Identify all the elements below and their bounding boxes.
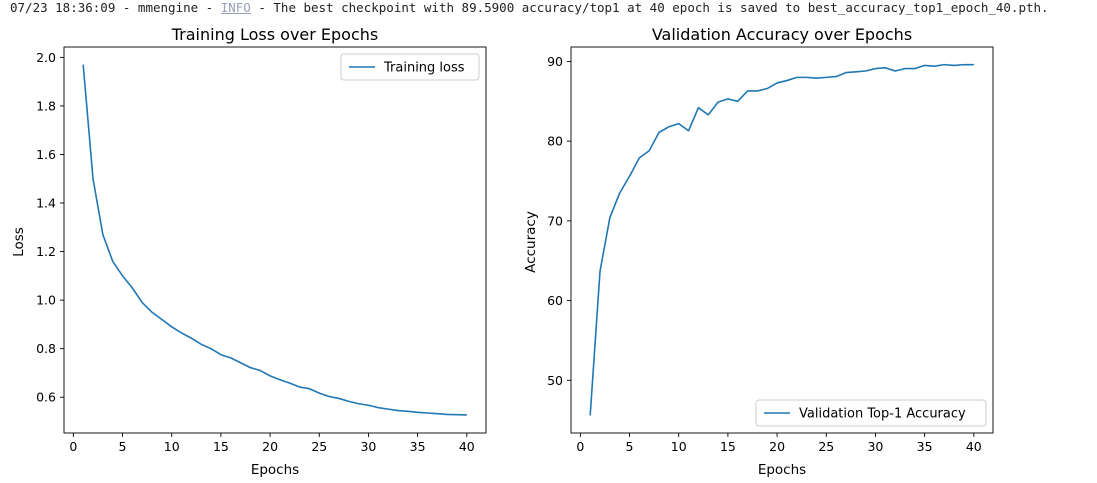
y-tick-label: 1.8 <box>36 98 56 113</box>
figure: Training Loss over Epochs Epochs Loss 0 5… <box>11 25 994 478</box>
y-tick-label: 80 <box>547 134 563 149</box>
x-tick-label: 5 <box>626 439 634 454</box>
legend-box <box>340 53 480 81</box>
x-tick-label: 10 <box>671 439 687 454</box>
x-tick-label: 0 <box>69 439 77 454</box>
x-tick-label: 30 <box>867 439 883 454</box>
x-tick-label: 0 <box>576 439 584 454</box>
y-tick-label: 70 <box>547 213 563 228</box>
log-text: - The best checkpoint with 89.5900 accur… <box>250 0 1049 15</box>
log-prefix: 07/23 18:36:09 - mmengine - <box>10 0 221 15</box>
y-axis-label: Loss <box>11 227 27 257</box>
y-tick-label: 60 <box>547 293 563 308</box>
series-line <box>589 63 974 416</box>
y-tick-label: 0.8 <box>36 341 56 356</box>
legend-label: Training loss <box>383 61 465 76</box>
validation-accuracy-chart: Validation Accuracy over Epochs Epochs A… <box>523 25 994 478</box>
log-message: 07/23 18:36:09 - mmengine - INFO - The b… <box>10 0 1049 18</box>
x-tick-label: 5 <box>119 439 127 454</box>
legend: Validation Top-1 Accuracy <box>755 399 987 427</box>
axes-frame <box>63 46 487 434</box>
y-tick-label: 1.2 <box>36 244 56 259</box>
chart-title: Validation Accuracy over Epochs <box>652 25 912 44</box>
x-tick-label: 25 <box>818 439 834 454</box>
y-tick-label: 1.6 <box>36 147 56 162</box>
x-axis-label: Epochs <box>758 462 806 478</box>
log-level-link[interactable]: INFO <box>220 0 251 15</box>
x-tick-label: 35 <box>410 439 426 454</box>
y-tick-label: 1.4 <box>36 196 56 211</box>
x-tick-label: 20 <box>262 439 278 454</box>
x-tick-label: 15 <box>213 439 229 454</box>
y-tick-label: 90 <box>547 54 563 69</box>
y-axis-label: Accuracy <box>523 211 539 273</box>
y-tick-label: 2.0 <box>36 50 56 65</box>
y-tick-label: 0.6 <box>36 390 56 405</box>
legend-label: Validation Top-1 Accuracy <box>799 407 966 422</box>
legend: Training loss <box>340 53 480 81</box>
legend-box <box>755 399 987 427</box>
x-tick-label: 40 <box>459 439 475 454</box>
x-tick-label: 10 <box>164 439 180 454</box>
x-axis-label: Epochs <box>251 462 299 478</box>
y-tick-label: 1.0 <box>36 293 56 308</box>
x-tick-label: 25 <box>311 439 327 454</box>
x-tick-label: 30 <box>360 439 376 454</box>
series-line <box>82 64 467 416</box>
x-tick-label: 20 <box>769 439 785 454</box>
x-tick-label: 35 <box>917 439 933 454</box>
chart-title: Training Loss over Epochs <box>171 25 379 44</box>
x-tick-label: 40 <box>966 439 982 454</box>
training-loss-chart: Training Loss over Epochs Epochs Loss 0 5… <box>11 25 487 478</box>
y-tick-label: 50 <box>547 373 563 388</box>
x-tick-label: 15 <box>720 439 736 454</box>
axes-frame <box>570 46 994 434</box>
